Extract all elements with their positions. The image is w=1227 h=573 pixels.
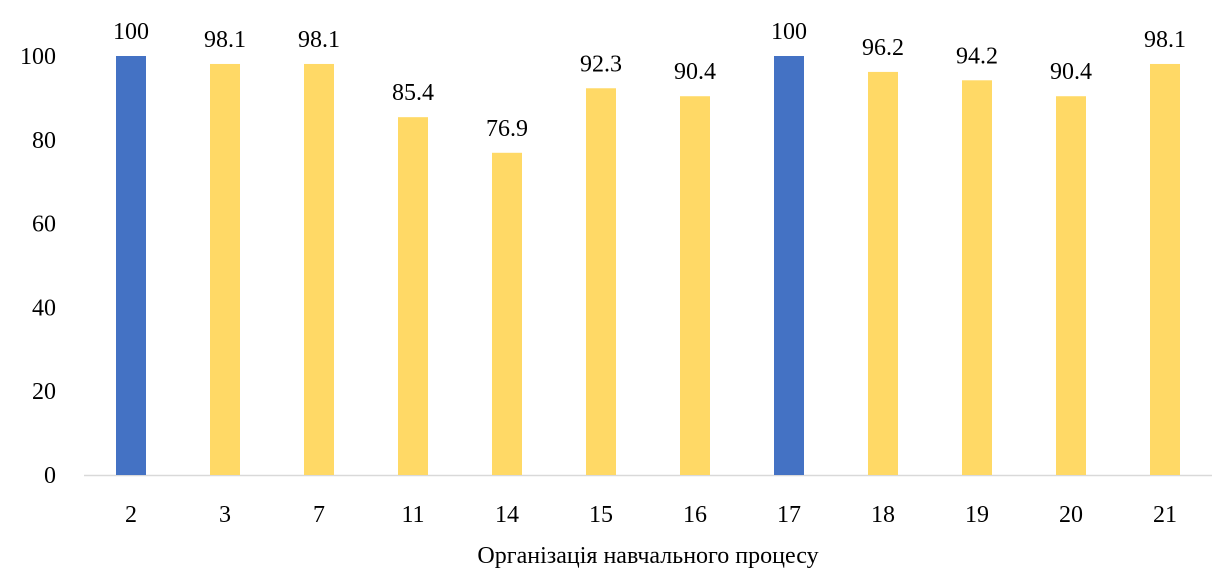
y-tick-label: 20 <box>32 379 56 405</box>
y-tick-label: 80 <box>32 128 56 154</box>
x-tick-label-3: 3 <box>219 502 231 528</box>
x-tick-label-14: 14 <box>495 502 519 528</box>
y-tick-label: 40 <box>32 295 56 321</box>
bar-7 <box>304 63 334 475</box>
data-label-7: 98.1 <box>298 27 340 53</box>
x-tick-label-7: 7 <box>313 502 325 528</box>
bar-11 <box>398 117 428 475</box>
x-tick-label-15: 15 <box>589 502 613 528</box>
data-label-20: 90.4 <box>1050 59 1092 85</box>
bar-3 <box>210 63 240 475</box>
data-label-21: 98.1 <box>1144 27 1186 53</box>
y-tick-label: 100 <box>20 44 56 70</box>
y-tick-label: 60 <box>32 212 56 238</box>
x-tick-label-21: 21 <box>1153 502 1177 528</box>
x-tick-label-18: 18 <box>871 502 895 528</box>
data-label-11: 85.4 <box>392 80 434 106</box>
x-axis-title: Організація навчального процесу <box>477 543 818 569</box>
data-label-14: 76.9 <box>486 116 528 142</box>
bar-18 <box>868 71 898 475</box>
bar-15 <box>586 88 616 475</box>
data-label-2: 100 <box>113 19 149 45</box>
data-label-18: 96.2 <box>862 35 904 61</box>
bar-14 <box>492 152 522 475</box>
y-axis: 0 20 40 60 80 100 <box>20 44 56 489</box>
bar-20 <box>1056 96 1086 475</box>
y-tick-label: 0 <box>44 463 56 489</box>
x-tick-label-2: 2 <box>125 502 137 528</box>
x-tick-label-19: 19 <box>965 502 989 528</box>
data-label-19: 94.2 <box>956 43 998 69</box>
bar-21 <box>1150 63 1180 475</box>
x-axis-tick-labels: 2 3 7 11 14 15 16 17 18 19 20 21 <box>125 502 1177 528</box>
data-labels-group: 100 98.1 98.1 85.4 76.9 92.3 90.4 100 96.2 94.2 90… <box>113 19 1186 142</box>
data-label-3: 98.1 <box>204 27 246 53</box>
data-label-16: 90.4 <box>674 59 716 85</box>
x-tick-label-16: 16 <box>683 502 707 528</box>
data-label-15: 92.3 <box>580 51 622 77</box>
x-tick-label-17: 17 <box>777 502 801 528</box>
bar-2 <box>116 56 146 475</box>
bar-17 <box>774 56 804 475</box>
bar-16 <box>680 96 710 475</box>
x-tick-label-20: 20 <box>1059 502 1083 528</box>
bar-19 <box>962 80 992 475</box>
x-tick-label-11: 11 <box>401 502 424 528</box>
data-label-17: 100 <box>771 19 807 45</box>
bars-group <box>116 56 1180 475</box>
